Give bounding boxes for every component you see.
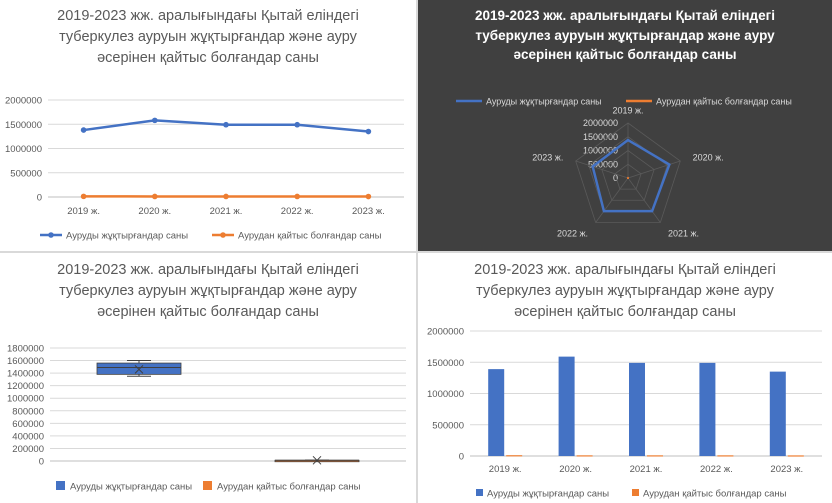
category-label: 2019 ж.	[612, 106, 643, 116]
legend-swatch	[632, 489, 639, 496]
x-tick-label: 2023 ж.	[352, 206, 385, 217]
bar	[488, 369, 505, 456]
y-tick-label: 1000000	[427, 389, 464, 400]
data-point	[223, 193, 229, 200]
series-line	[591, 138, 671, 213]
legend-swatch	[203, 481, 212, 490]
bar	[787, 455, 804, 457]
category-label: 2020 ж.	[693, 152, 724, 162]
radar-chart-panel[interactable]: 2019-2023 жж. аралығындағы Қытай еліндег…	[418, 0, 832, 251]
x-tick-label: 2020 ж.	[559, 464, 592, 475]
y-tick-label: 400000	[12, 431, 44, 442]
category-label: 2021 ж.	[668, 229, 699, 239]
r-tick-label: 500000	[588, 159, 618, 169]
radar-spoke	[575, 160, 629, 179]
x-tick-label: 2019 ж.	[489, 464, 522, 475]
legend-label: Ауруды жұқтырғандар саны	[487, 489, 609, 500]
x-tick-label: 2020 ж.	[138, 206, 171, 217]
x-tick-label: 2022 ж.	[700, 464, 733, 475]
x-tick-label: 2019 ж.	[67, 206, 100, 217]
bar	[558, 356, 575, 456]
y-tick-label: 1600000	[7, 356, 44, 367]
data-point	[294, 193, 301, 200]
y-tick-label: 600000	[12, 419, 44, 430]
y-tick-label: 0	[39, 457, 44, 468]
bar	[769, 371, 786, 456]
radar-spoke	[595, 177, 629, 223]
y-tick-label: 800000	[12, 406, 44, 417]
mean-marker	[312, 455, 322, 465]
legend-swatch	[476, 489, 483, 496]
y-tick-label: 1400000	[7, 369, 44, 380]
chart-title: 2019-2023 жж. аралығындағы Қытай еліндег…	[57, 262, 359, 320]
y-tick-label: 1500000	[427, 358, 464, 369]
legend-label: Ауруды жұқтырғандар саны	[70, 482, 192, 493]
y-tick-label: 0	[459, 452, 464, 463]
chart-title: 2019-2023 жж. аралығындағы Қытай еліндег…	[475, 8, 775, 62]
legend-label: Аурудан қайтыс болғандар саны	[238, 231, 382, 242]
radar-gridline	[614, 163, 642, 190]
data-point	[223, 121, 229, 128]
y-tick-label: 1200000	[7, 381, 44, 392]
radar-gridline	[575, 122, 681, 223]
y-tick-label: 1500000	[5, 120, 42, 131]
category-label: 2022 ж.	[557, 229, 588, 239]
mean-marker	[134, 364, 144, 374]
legend-swatch	[56, 481, 65, 490]
bar	[576, 455, 593, 457]
data-point	[294, 121, 301, 128]
legend-marker	[220, 232, 226, 238]
data-point	[152, 193, 158, 200]
bar	[647, 455, 663, 457]
y-tick-label: 200000	[12, 444, 44, 455]
line-chart-panel[interactable]: 2019-2023 жж. аралығындағы Қытай еліндег…	[0, 0, 416, 251]
r-tick-label: 1500000	[583, 132, 618, 142]
radar-gridline	[601, 150, 655, 201]
y-tick-label: 1000000	[7, 394, 44, 405]
data-point	[365, 193, 372, 200]
bar-chart-panel[interactable]: 2019-2023 жж. аралығындағы Қытай еліндег…	[418, 253, 832, 503]
legend-label: Аурудан қайтыс болғандар саны	[217, 482, 361, 493]
chart-title: 2019-2023 жж. аралығындағы Қытай еліндег…	[57, 8, 359, 66]
y-tick-label: 500000	[10, 168, 42, 179]
radar-spoke	[627, 177, 661, 223]
x-tick-label: 2021 ж.	[210, 206, 243, 217]
box-chart-panel[interactable]: 2019-2023 жж. аралығындағы Қытай еліндег…	[0, 253, 416, 503]
legend-label: Аурудан қайтыс болғандар саны	[656, 97, 792, 107]
legend-label: Ауруды жұқтырғандар саны	[66, 231, 188, 242]
bar-chart: 0 500000 1000000 1500000 2000000 2019 ж. 2020 …	[427, 327, 822, 500]
line-chart: 0 500000 1000000 1500000 2000000 2019 ж. 2020 …	[5, 96, 404, 242]
chart-title: 2019-2023 жж. аралығындағы Қытай еліндег…	[474, 262, 776, 320]
box-chart: 0200000400000600000800000100000012000001…	[7, 344, 406, 493]
r-tick-label: 2000000	[583, 118, 618, 128]
data-point	[80, 193, 87, 200]
x-tick-label: 2022 ж.	[281, 206, 314, 217]
bar	[717, 455, 734, 457]
legend-label: Аурудан қайтыс болғандар саны	[643, 489, 787, 500]
bar	[629, 362, 645, 456]
r-tick-label: 1000000	[583, 146, 618, 156]
bar	[506, 455, 523, 457]
radar-spoke	[627, 160, 681, 179]
y-tick-label: 1800000	[7, 344, 44, 355]
r-tick-label: 0	[613, 173, 618, 183]
y-tick-label: 2000000	[5, 96, 42, 107]
y-tick-label: 1000000	[5, 144, 42, 155]
y-tick-label: 500000	[432, 420, 464, 431]
x-tick-label: 2023 ж.	[770, 464, 803, 475]
data-point	[152, 117, 158, 124]
series-line	[626, 176, 630, 179]
data-point	[80, 127, 87, 133]
x-tick-label: 2021 ж.	[630, 464, 663, 475]
data-point	[365, 128, 372, 135]
radar-chart: 0 500000 1000000 1500000 2000000 2019 ж. 2020 …	[456, 97, 792, 239]
legend-marker	[48, 232, 54, 238]
bar	[699, 362, 716, 456]
y-tick-label: 2000000	[427, 327, 464, 338]
y-tick-label: 0	[37, 193, 42, 204]
category-label: 2023 ж.	[532, 152, 563, 162]
legend-label: Ауруды жұқтырғандар саны	[486, 97, 602, 107]
